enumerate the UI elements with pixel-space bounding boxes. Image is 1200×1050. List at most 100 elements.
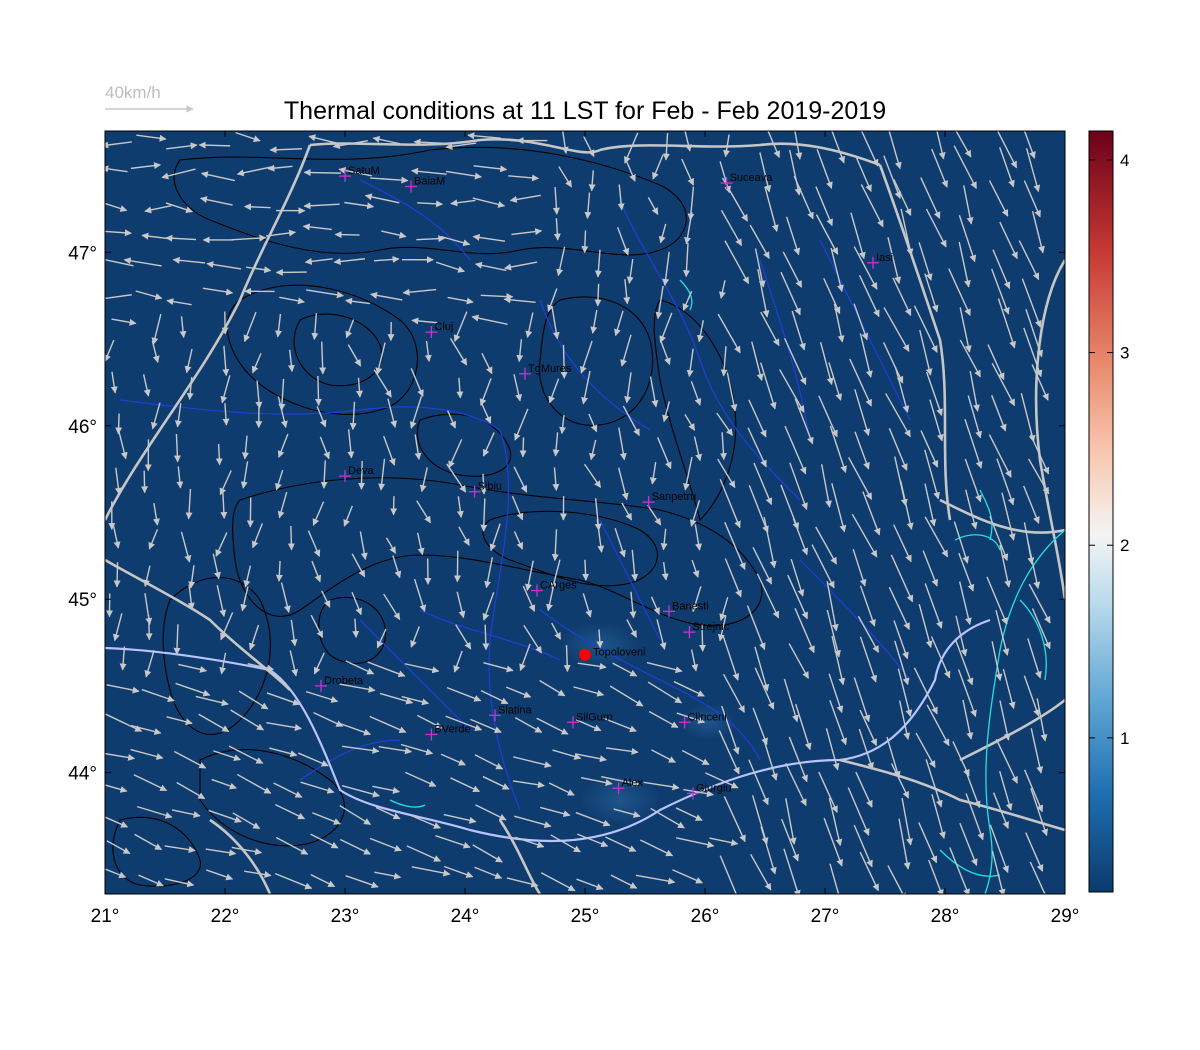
wind-arrow xyxy=(852,548,867,587)
wind-arrow xyxy=(133,774,168,792)
wind-arrow xyxy=(949,847,970,894)
wind-arrow xyxy=(886,736,901,779)
x-tick-label: 22° xyxy=(211,906,240,927)
wind-arrow xyxy=(165,202,194,214)
y-tick-label: 47° xyxy=(68,243,97,264)
wind-arrow xyxy=(480,690,509,705)
wind-arrow xyxy=(404,663,440,674)
wind-arrow xyxy=(614,310,624,337)
wind-arrow xyxy=(180,531,192,563)
wind-arrow xyxy=(410,626,420,648)
wind-arrow xyxy=(859,585,876,627)
wind-arrow xyxy=(819,341,834,386)
wind-arrow xyxy=(251,523,264,549)
wind-arrow xyxy=(310,833,339,849)
wind-arrow xyxy=(618,427,627,461)
wind-arrow xyxy=(376,628,387,649)
wind-arrow xyxy=(267,164,293,172)
wind-arrow xyxy=(345,319,355,339)
wind-arrow xyxy=(794,398,814,445)
wind-arrow xyxy=(375,342,386,375)
wind-arrow xyxy=(219,652,227,675)
wind-arrow xyxy=(232,812,261,830)
wind-arrow xyxy=(750,853,772,891)
wind-arrow xyxy=(516,339,524,363)
colorbar-ticks: 1 2 3 4 xyxy=(1089,151,1129,748)
wind-arrow xyxy=(964,418,983,469)
wind-arrow xyxy=(503,296,536,304)
wind-arrow xyxy=(689,500,701,527)
wind-arrow xyxy=(320,460,328,489)
y-axis: 44° 45° 46° 47° xyxy=(68,243,1065,785)
wind-arrow xyxy=(236,773,272,794)
wind-arrow xyxy=(563,645,571,673)
wind-arrow xyxy=(676,712,706,724)
wind-legend-label: 40km/h xyxy=(105,83,161,102)
wind-arrow xyxy=(266,692,301,706)
station-marker: Suceava xyxy=(720,172,774,190)
wind-arrow xyxy=(343,505,353,527)
wind-arrow xyxy=(505,686,532,698)
wind-arrow xyxy=(955,615,968,657)
wind-arrow xyxy=(854,389,871,436)
wind-arrow xyxy=(829,863,840,894)
wind-arrow xyxy=(760,311,780,347)
wind-arrow xyxy=(306,289,344,299)
wind-arrow xyxy=(105,339,115,362)
wind-arrow xyxy=(999,700,1011,741)
wind-arrow xyxy=(445,142,477,150)
wind-arrow xyxy=(575,719,602,732)
wind-arrow xyxy=(690,649,699,672)
wind-arrow xyxy=(347,344,362,367)
station-label: Cluj xyxy=(434,321,453,333)
wind-arrow xyxy=(828,362,843,401)
wind-arrow xyxy=(443,865,474,878)
wind-arrow xyxy=(519,643,531,672)
wind-arrow xyxy=(123,257,162,267)
wind-arrow xyxy=(414,434,422,461)
wind-arrow xyxy=(450,199,476,207)
wind-arrow xyxy=(215,443,223,466)
station-marker: Alex xyxy=(612,777,643,795)
wind-arrow xyxy=(453,650,463,673)
wind-arrow xyxy=(596,519,605,553)
wind-arrow xyxy=(514,815,552,829)
wind-arrow xyxy=(788,643,810,679)
wind-arrow xyxy=(635,874,676,885)
station-marker: Clinceni xyxy=(678,711,727,729)
wind-arrow xyxy=(991,394,1007,432)
wind-arrow xyxy=(341,785,380,798)
wind-arrow xyxy=(855,771,873,808)
wind-arrow xyxy=(853,303,869,341)
wind-arrow xyxy=(899,480,914,531)
wind-arrow xyxy=(919,329,933,376)
wind-arrow xyxy=(316,406,327,428)
station-marker: BVerde xyxy=(425,723,470,741)
wind-arrow xyxy=(705,772,739,789)
wind-arrow xyxy=(456,591,466,619)
wind-arrow xyxy=(888,428,908,471)
station-label: BaiaM xyxy=(414,175,445,187)
wind-arrow xyxy=(519,437,527,458)
wind-arrow xyxy=(582,593,593,618)
station-label: Giurgiu xyxy=(696,782,731,794)
station-label: Suceava xyxy=(730,172,774,184)
wind-arrow xyxy=(672,869,703,884)
wind-arrow xyxy=(784,425,807,475)
wind-arrow xyxy=(1031,608,1051,650)
wind-arrow xyxy=(1025,832,1044,872)
wind-arrow xyxy=(996,131,1018,169)
wind-arrow xyxy=(794,131,803,160)
wind-arrow xyxy=(402,288,437,296)
wind-arrow xyxy=(1021,278,1042,328)
rivers xyxy=(119,179,911,811)
wind-arrow xyxy=(231,234,267,242)
wind-arrow xyxy=(551,622,562,640)
wind-arrow xyxy=(539,679,566,697)
wind-arrow xyxy=(171,809,201,818)
wind-arrow xyxy=(548,782,575,796)
wind-arrow xyxy=(596,629,604,649)
wind-arrow xyxy=(609,685,644,707)
wind-arrow xyxy=(659,339,671,366)
wind-arrow xyxy=(355,377,363,398)
